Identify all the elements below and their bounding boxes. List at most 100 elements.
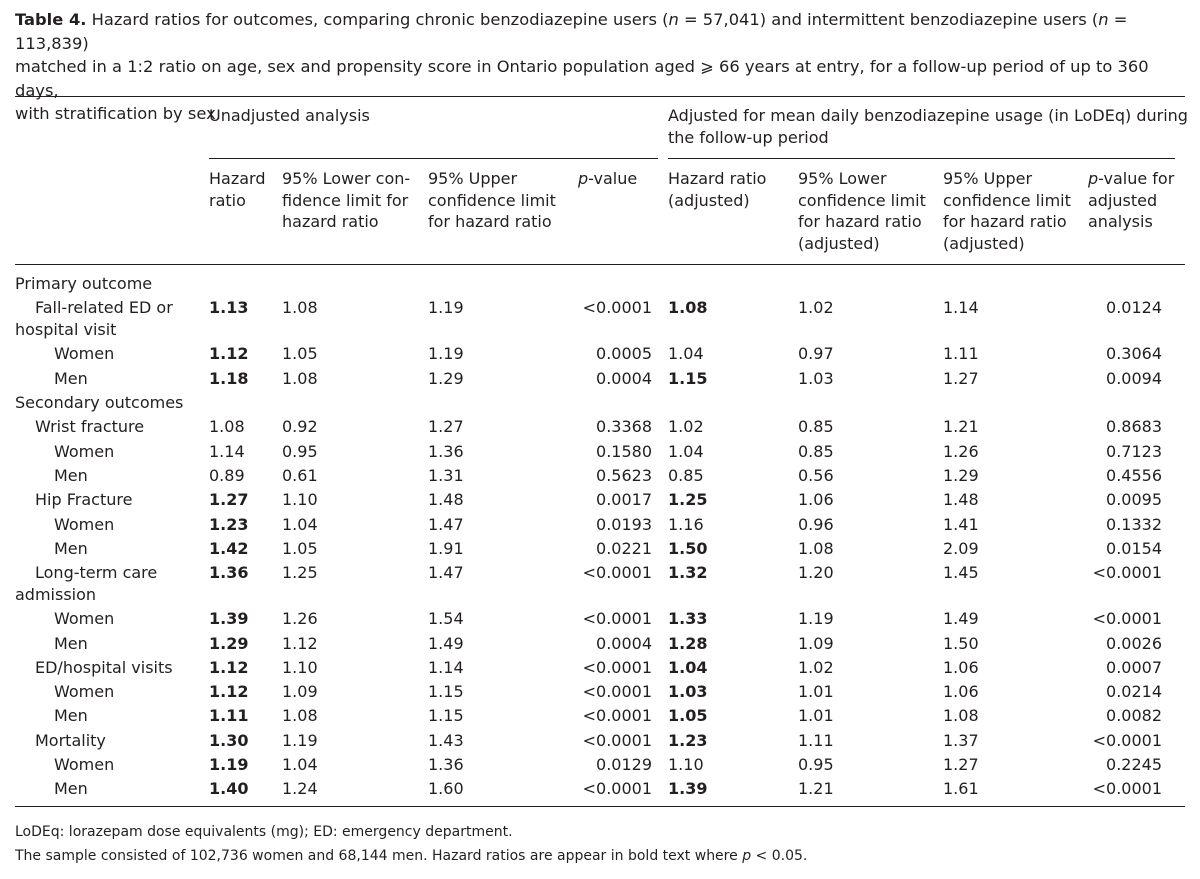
cell-lower-cl: 1.05 (282, 538, 318, 558)
cell-upper-cl-adjusted: 1.50 (943, 633, 979, 653)
cell-upper-cl: 1.36 (428, 441, 464, 461)
cell-lower-cl-adjusted: 0.85 (798, 441, 834, 461)
cell-hazard-ratio-adjusted: 1.28 (668, 633, 708, 653)
cell-hazard-ratio-adjusted: 1.33 (668, 609, 708, 629)
column-header-lower-cl: 95% Lower con-fidence limit for hazard ra… (282, 169, 411, 232)
cell-p-value: 0.0017 (596, 490, 652, 510)
cell-lower-cl: 0.61 (282, 465, 318, 485)
cell-lower-cl-adjusted: 0.56 (798, 465, 834, 485)
cell-hazard-ratio-adjusted: 1.23 (668, 730, 708, 750)
cell-p-value: <0.0001 (582, 779, 652, 799)
table-caption: Table 4. Hazard ratios for outcomes, com… (15, 8, 1185, 126)
cell-hazard-ratio-adjusted: 1.10 (668, 755, 704, 774)
row-label: Women (54, 441, 115, 461)
cell-hazard-ratio: 1.40 (209, 779, 249, 799)
cell-p-value: <0.0001 (582, 706, 652, 726)
caption-line-1: Table 4. Hazard ratios for outcomes, com… (15, 10, 1128, 53)
cell-upper-cl: 1.49 (428, 633, 464, 653)
cell-lower-cl-adjusted: 1.20 (798, 563, 834, 583)
cell-lower-cl-adjusted: 0.85 (798, 417, 834, 437)
cell-p-value-adjusted: 0.4556 (1106, 465, 1162, 485)
row-label: Fall-related ED or hospital visit (15, 298, 173, 340)
cell-p-value: 0.0004 (596, 633, 652, 653)
cell-lower-cl: 1.04 (282, 514, 318, 534)
row-label: Women (54, 344, 115, 364)
top-rule (15, 96, 1185, 97)
cell-p-value: 0.3368 (596, 417, 652, 437)
cell-upper-cl-adjusted: 1.08 (943, 706, 979, 726)
cell-p-value: 0.0005 (596, 344, 652, 364)
cell-lower-cl-adjusted: 0.96 (798, 514, 834, 534)
cell-hazard-ratio: 1.12 (209, 682, 249, 702)
cell-hazard-ratio-adjusted: 1.04 (668, 344, 704, 364)
cell-lower-cl: 1.08 (282, 298, 318, 318)
row-label: Hip Fracture (35, 490, 133, 510)
cell-hazard-ratio: 1.29 (209, 633, 249, 653)
cell-p-value: <0.0001 (582, 657, 652, 677)
cell-upper-cl: 1.31 (428, 465, 464, 485)
cell-upper-cl: 1.15 (428, 706, 464, 726)
cell-p-value-adjusted: 0.0214 (1106, 682, 1162, 702)
cell-lower-cl-adjusted: 1.03 (798, 368, 834, 388)
cell-upper-cl: 1.14 (428, 657, 464, 677)
cell-lower-cl-adjusted: 1.01 (798, 706, 834, 726)
cell-upper-cl: 1.91 (428, 538, 464, 558)
row-label: Men (54, 368, 88, 388)
cell-hazard-ratio-adjusted: 1.32 (668, 563, 708, 583)
cell-hazard-ratio: 1.42 (209, 538, 249, 558)
header-rule (15, 264, 1185, 265)
cell-hazard-ratio: 1.08 (209, 417, 245, 437)
cell-p-value: 0.5623 (596, 465, 652, 485)
cell-p-value: <0.0001 (582, 298, 652, 318)
cell-lower-cl-adjusted: 1.11 (798, 730, 834, 750)
cell-upper-cl: 1.47 (428, 563, 464, 583)
cell-lower-cl: 1.12 (282, 633, 318, 653)
cell-upper-cl-adjusted: 1.29 (943, 465, 979, 485)
cell-p-value-adjusted: 0.8683 (1106, 417, 1162, 437)
cell-p-value: <0.0001 (582, 730, 652, 750)
cell-hazard-ratio-adjusted: 1.16 (668, 514, 704, 534)
cell-hazard-ratio: 1.23 (209, 514, 249, 534)
cell-upper-cl: 1.48 (428, 490, 464, 510)
cell-lower-cl: 1.10 (282, 490, 318, 510)
row-label: Men (54, 465, 88, 485)
cell-hazard-ratio: 1.18 (209, 368, 249, 388)
section-heading: Secondary outcomes (15, 393, 184, 412)
cell-p-value-adjusted: 0.0026 (1106, 633, 1162, 653)
cell-lower-cl: 1.09 (282, 682, 318, 702)
cell-lower-cl-adjusted: 0.95 (798, 755, 834, 774)
cell-p-value: 0.0004 (596, 368, 652, 388)
cell-hazard-ratio-adjusted: 1.04 (668, 657, 708, 677)
cell-upper-cl-adjusted: 1.21 (943, 417, 979, 437)
row-label: Long-term care admission (15, 563, 158, 605)
cell-hazard-ratio: 1.36 (209, 563, 249, 583)
cell-p-value: 0.0193 (596, 514, 652, 534)
cell-upper-cl: 1.54 (428, 609, 464, 629)
cell-lower-cl: 1.04 (282, 755, 318, 774)
cell-p-value-adjusted: 0.0154 (1106, 538, 1162, 558)
cell-p-value-adjusted: <0.0001 (1092, 609, 1162, 629)
footnote-sample: The sample consisted of 102,736 women an… (15, 848, 808, 864)
cell-p-value-adjusted: 0.0124 (1106, 298, 1162, 318)
cell-upper-cl-adjusted: 1.41 (943, 514, 979, 534)
cell-hazard-ratio-adjusted: 0.85 (668, 465, 704, 485)
column-header-upper-cl: 95% Upper confidence limit for hazard rati… (428, 169, 556, 232)
cell-lower-cl-adjusted: 1.02 (798, 298, 834, 318)
cell-lower-cl: 0.95 (282, 441, 318, 461)
caption-line-2: matched in a 1:2 ratio on age, sex and p… (15, 57, 1149, 100)
cell-upper-cl-adjusted: 1.06 (943, 682, 979, 702)
caption-line-3: with stratification by sex. (15, 104, 221, 123)
cell-upper-cl-adjusted: 1.27 (943, 755, 979, 774)
cell-p-value-adjusted: <0.0001 (1092, 563, 1162, 583)
cell-p-value: 0.0129 (596, 755, 652, 774)
cell-p-value-adjusted: 0.2245 (1106, 755, 1162, 774)
section-heading: Primary outcome (15, 274, 153, 293)
cell-p-value: <0.0001 (582, 682, 652, 702)
cell-upper-cl: 1.27 (428, 417, 464, 437)
row-label: Men (54, 706, 88, 726)
cell-hazard-ratio-adjusted: 1.39 (668, 779, 708, 799)
cell-lower-cl: 1.08 (282, 706, 318, 726)
cell-p-value-adjusted: 0.1332 (1106, 514, 1162, 534)
cell-upper-cl-adjusted: 1.26 (943, 441, 979, 461)
cell-p-value-adjusted: 0.0007 (1106, 657, 1162, 677)
